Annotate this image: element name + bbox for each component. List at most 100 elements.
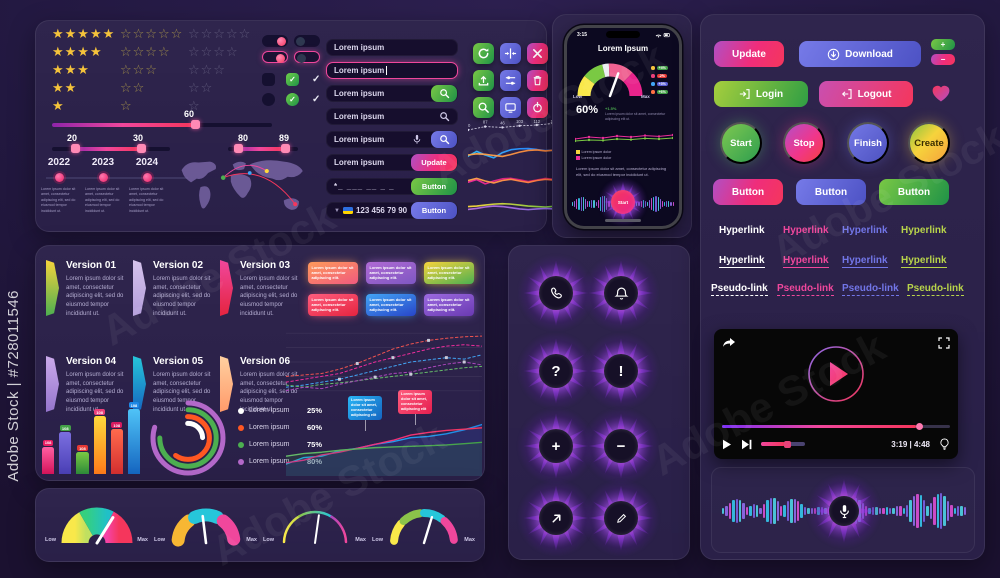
star-rating-gray-3[interactable]: ☆☆☆ — [188, 63, 226, 78]
call-button[interactable] — [518, 255, 594, 331]
search-button[interactable] — [431, 85, 457, 102]
align-center-button[interactable] — [500, 43, 521, 64]
start-button[interactable]: Start — [720, 122, 762, 164]
timeline-dot[interactable] — [55, 173, 64, 182]
display-button[interactable] — [500, 97, 521, 118]
star-rating-outline-4[interactable]: ☆☆☆☆ — [120, 45, 171, 60]
password-input[interactable]: *_ ___ __ _ _ Button — [326, 178, 458, 195]
slider-track[interactable] — [52, 120, 272, 129]
checkbox-empty[interactable] — [262, 73, 275, 86]
create-button[interactable]: Create — [908, 122, 950, 164]
notification-button[interactable] — [583, 255, 659, 331]
tooltip-tag[interactable]: Lorem ipsum dolor sit amet, consectetur … — [308, 262, 358, 284]
pseudo-link[interactable]: Pseudo-link — [907, 283, 964, 296]
voice-search-button[interactable] — [431, 131, 457, 148]
toggle-off[interactable] — [294, 35, 320, 47]
edit-button[interactable] — [583, 480, 659, 556]
input-with-update[interactable]: Lorem ipsum Update — [326, 154, 458, 171]
next-icon[interactable] — [741, 439, 752, 450]
tooltip-tag[interactable]: Lorem ipsum dolor sit amet, consectetur … — [366, 294, 416, 316]
finish-button[interactable]: Finish — [847, 122, 889, 164]
download-button[interactable]: Download — [799, 41, 921, 67]
search-input-plain[interactable]: Lorem ipsum — [326, 108, 458, 125]
star-rating-gray-2[interactable]: ☆☆ — [188, 81, 214, 96]
radio-empty[interactable] — [262, 93, 275, 106]
increment-button[interactable]: + — [931, 39, 955, 50]
pseudo-link[interactable]: Pseudo-link — [842, 283, 899, 296]
hyperlink[interactable]: Hyperlink — [719, 225, 765, 236]
share-icon[interactable] — [722, 337, 736, 348]
generic-button-pink[interactable]: Button — [713, 179, 783, 205]
pseudo-link[interactable]: Pseudo-link — [711, 283, 768, 296]
volume-slider[interactable] — [761, 440, 805, 448]
hyperlink-underlined[interactable]: Hyperlink — [842, 255, 888, 268]
range-slider-b[interactable] — [228, 144, 298, 153]
range-handle-to[interactable] — [281, 144, 291, 153]
submit-button[interactable]: Button — [411, 202, 457, 219]
text-input[interactable]: Lorem ipsum — [326, 39, 458, 56]
star-rating-gray-5[interactable]: ☆☆☆☆☆ — [188, 27, 252, 42]
star-rating-outline-5[interactable]: ☆☆☆☆☆ — [120, 27, 184, 42]
hyperlink-underlined[interactable]: Hyperlink — [901, 255, 947, 268]
generic-button-indigo[interactable]: Button — [796, 179, 866, 205]
update-button[interactable]: Update — [411, 154, 457, 171]
star-rating-gray-4[interactable]: ☆☆☆☆ — [188, 45, 239, 60]
heart-icon[interactable] — [929, 81, 953, 105]
external-link-button[interactable] — [518, 480, 594, 556]
logout-button[interactable]: Logout — [819, 81, 913, 107]
voice-search-input[interactable]: Lorem ipsum — [326, 131, 458, 148]
play-icon[interactable] — [722, 439, 732, 450]
slider-handle[interactable] — [190, 120, 200, 129]
tooltip-tag[interactable]: Lorem ipsum dolor sit amet, consectetur … — [308, 294, 358, 316]
range-handle-from[interactable] — [233, 144, 243, 153]
tooltip-tag[interactable]: Lorem ipsum dolor sit amet, consectetur … — [366, 262, 416, 284]
fullscreen-icon[interactable] — [938, 337, 950, 349]
star-rating-gold-3[interactable]: ★★★ — [52, 63, 90, 78]
bulb-icon[interactable] — [939, 438, 950, 450]
help-button[interactable]: ? — [518, 333, 594, 409]
settings-sliders-button[interactable] — [500, 70, 521, 91]
remove-button[interactable]: − — [583, 408, 659, 484]
check-icon[interactable]: ✓ — [312, 94, 321, 105]
check-icon[interactable]: ✓ — [312, 74, 321, 85]
microphone-icon[interactable] — [412, 134, 422, 145]
stop-button[interactable]: Stop — [783, 122, 825, 164]
timeline-dot[interactable] — [99, 173, 108, 182]
pseudo-link[interactable]: Pseudo-link — [777, 283, 834, 296]
star-rating-gold-1[interactable]: ★ — [52, 99, 65, 114]
hyperlink[interactable]: Hyperlink — [842, 225, 888, 236]
range-handle-from[interactable] — [70, 144, 80, 153]
toggle-outlined-on[interactable] — [262, 51, 288, 63]
hyperlink[interactable]: Hyperlink — [901, 225, 947, 236]
phone-number-input[interactable]: ▼ 123 456 79 90 Button — [326, 202, 458, 219]
volume-handle[interactable] — [783, 440, 791, 448]
range-handle-to[interactable] — [136, 144, 146, 153]
generic-button-green[interactable]: Button — [879, 179, 949, 205]
search-button[interactable] — [473, 97, 494, 118]
star-rating-gold-4[interactable]: ★★★★ — [52, 45, 103, 60]
chevron-down-icon[interactable]: ▼ — [334, 207, 340, 214]
start-record-button[interactable]: Start — [599, 178, 647, 226]
star-rating-outline-3[interactable]: ☆☆☆ — [120, 63, 158, 78]
submit-button[interactable]: Button — [411, 178, 457, 195]
close-button[interactable] — [527, 43, 548, 64]
toggle-outlined-off[interactable] — [294, 51, 320, 63]
star-rating-outline-1[interactable]: ☆ — [120, 99, 133, 114]
warning-button[interactable]: ! — [583, 333, 659, 409]
microphone-button[interactable] — [807, 474, 881, 548]
tooltip-tag[interactable]: Lorem ipsum dolor sit amet, consectetur … — [424, 294, 474, 316]
add-button[interactable]: + — [518, 408, 594, 484]
decrement-button[interactable]: − — [931, 54, 955, 65]
star-rating-outline-2[interactable]: ☆☆ — [120, 81, 146, 96]
upload-button[interactable] — [473, 70, 494, 91]
update-button[interactable]: Update — [714, 41, 784, 67]
search-icon[interactable] — [439, 111, 450, 122]
power-button[interactable] — [527, 97, 548, 118]
checkbox-checked[interactable]: ✓ — [286, 73, 299, 86]
range-slider-a[interactable] — [52, 144, 170, 153]
star-rating-gold-5[interactable]: ★★★★★ — [52, 27, 116, 42]
video-progress-bar[interactable] — [722, 423, 950, 430]
radio-checked[interactable]: ✓ — [286, 93, 299, 106]
tooltip-tag[interactable]: Lorem ipsum dolor sit amet, consectetur … — [424, 262, 474, 284]
hyperlink-underlined[interactable]: Hyperlink — [783, 255, 829, 268]
